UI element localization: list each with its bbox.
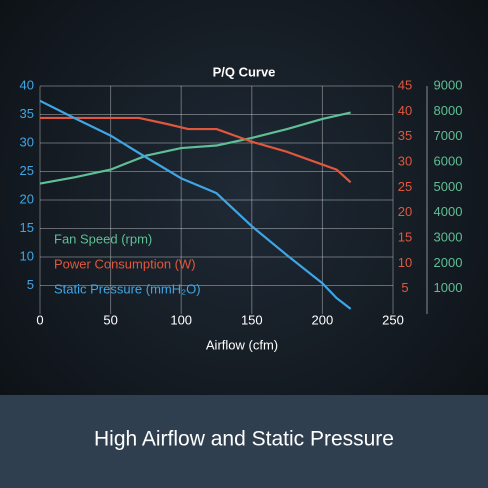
y3-tick-label: 8000: [434, 103, 463, 118]
y-tick-label: 25: [20, 163, 34, 178]
y2-tick-label: 40: [398, 103, 412, 118]
series-line: [40, 116, 352, 184]
y2-tick-label: 25: [398, 179, 412, 194]
banner-text: High Airflow and Static Pressure: [94, 428, 394, 451]
y3-tick-label: 9000: [434, 77, 463, 92]
legend-entry: Static Pressure (mmH₂O): [54, 281, 201, 296]
y2-tick-label: 10: [398, 255, 412, 270]
banner: [0, 395, 488, 488]
y3-tick-label: 2000: [434, 255, 463, 270]
chart-title: P/Q Curve: [213, 64, 276, 79]
y3-tick-label: 5000: [434, 179, 463, 194]
y-tick-label: 10: [20, 248, 34, 263]
x-tick-label: 100: [170, 312, 192, 327]
legend-entry: Power Consumption (W): [54, 256, 196, 271]
y-tick-label: 35: [20, 106, 34, 121]
y2-tick-label: 35: [398, 128, 412, 143]
y3-tick-label: 1000: [434, 280, 463, 295]
y2-tick-label: 20: [398, 204, 412, 219]
y3-tick-label: 4000: [434, 204, 463, 219]
x-tick-label: 50: [103, 312, 117, 327]
series-line: [39, 99, 352, 310]
x-tick-label: 150: [241, 312, 263, 327]
y3-tick-label: 7000: [434, 128, 463, 143]
y-tick-label: 30: [20, 134, 34, 149]
y-tick-label: 5: [27, 277, 34, 292]
y3-tick-label: 6000: [434, 153, 463, 168]
y-tick-label: 15: [20, 220, 34, 235]
x-tick-label: 200: [312, 312, 334, 327]
x-tick-label: 250: [382, 312, 404, 327]
y-tick-label: 20: [20, 191, 34, 206]
y2-tick-label: 30: [398, 153, 412, 168]
y2-tick-label: 5: [401, 280, 408, 295]
y3-tick-label: 3000: [434, 229, 463, 244]
x-tick-label: 0: [36, 312, 43, 327]
series-line: [39, 111, 351, 185]
x-axis-label: Airflow (cfm): [206, 337, 278, 352]
y2-tick-label: 45: [398, 77, 412, 92]
y2-tick-label: 15: [398, 229, 412, 244]
y-tick-label: 40: [20, 77, 34, 92]
legend-entry: Fan Speed (rpm): [54, 231, 152, 246]
